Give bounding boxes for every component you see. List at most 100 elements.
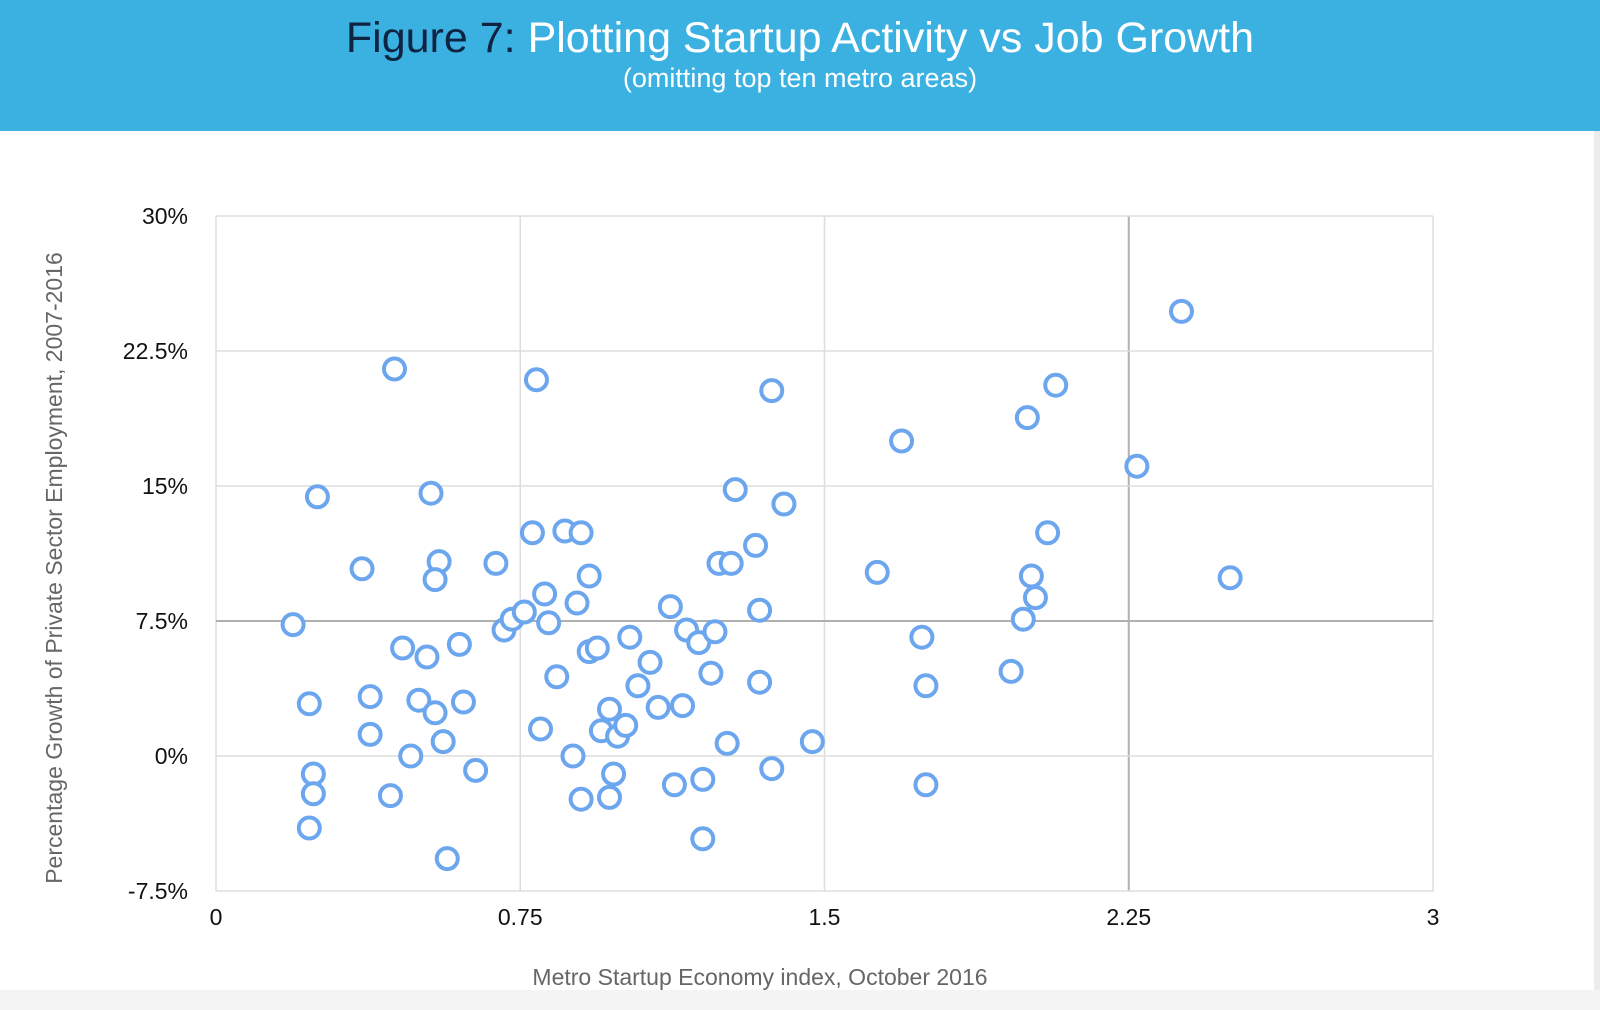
right-edge-shadow — [1594, 131, 1600, 1010]
y-tick-label: 22.5% — [123, 338, 188, 364]
data-point — [714, 730, 740, 756]
data-point — [889, 428, 915, 454]
bottom-band — [0, 990, 1600, 1010]
chart-subtitle: (omitting top ten metro areas) — [622, 63, 978, 93]
data-point — [434, 846, 460, 872]
data-point — [645, 694, 671, 720]
data-point — [398, 743, 424, 769]
data-point — [601, 761, 627, 787]
data-point — [661, 772, 687, 798]
y-tick-label: 30% — [142, 203, 188, 229]
data-point — [718, 550, 744, 576]
data-point — [1217, 565, 1243, 591]
data-point — [576, 563, 602, 589]
data-point — [377, 783, 403, 809]
data-point — [637, 649, 663, 675]
data-point — [625, 673, 651, 699]
data-point — [799, 729, 825, 755]
x-tick-label: 2.25 — [1106, 904, 1151, 930]
y-tick-label: 0% — [155, 743, 188, 769]
data-point — [418, 480, 444, 506]
x-tick-label: 3 — [1427, 904, 1440, 930]
data-point — [483, 550, 509, 576]
data-point — [670, 693, 696, 719]
data-point — [406, 687, 432, 713]
data-point — [300, 781, 326, 807]
y-tick-label: -7.5% — [128, 878, 188, 904]
header-banner: Figure 7: Plotting Startup Activity vs J… — [0, 0, 1600, 131]
data-point — [759, 378, 785, 404]
data-point — [690, 826, 716, 852]
data-point — [698, 660, 724, 686]
data-point — [414, 644, 440, 670]
x-axis-title: Metro Startup Economy index, October 201… — [532, 964, 987, 990]
data-point — [909, 624, 935, 650]
x-tick-label: 0 — [210, 904, 223, 930]
data-point — [544, 664, 570, 690]
data-point — [1043, 372, 1069, 398]
data-point — [913, 772, 939, 798]
data-point — [1168, 298, 1194, 324]
data-point — [532, 581, 558, 607]
data-points — [280, 298, 1243, 872]
data-point — [357, 721, 383, 747]
data-point — [657, 594, 683, 620]
data-point — [519, 520, 545, 546]
data-point — [568, 786, 594, 812]
data-point — [743, 532, 769, 558]
y-tick-label: 7.5% — [136, 608, 188, 634]
chart-title-text: Plotting Startup Activity vs Job Growth — [527, 14, 1255, 62]
data-point — [1022, 585, 1048, 611]
data-point — [747, 597, 773, 623]
data-point — [357, 684, 383, 710]
data-point — [450, 689, 476, 715]
data-point — [511, 599, 537, 625]
data-point — [584, 635, 610, 661]
x-tick-label: 0.75 — [498, 904, 543, 930]
data-point — [564, 590, 590, 616]
data-point — [568, 520, 594, 546]
data-point — [296, 815, 322, 841]
x-tick-label: 1.5 — [809, 904, 841, 930]
data-point — [528, 716, 554, 742]
data-point — [613, 712, 639, 738]
data-point — [280, 612, 306, 638]
data-point — [722, 477, 748, 503]
data-point — [446, 631, 472, 657]
data-point — [690, 766, 716, 792]
data-point — [913, 673, 939, 699]
data-point — [1124, 453, 1150, 479]
data-point — [864, 559, 890, 585]
data-point — [617, 624, 643, 650]
data-point — [1035, 520, 1061, 546]
data-point — [771, 491, 797, 517]
data-point — [998, 658, 1024, 684]
data-point — [430, 729, 456, 755]
y-axis-title: Percentage Growth of Private Sector Empl… — [41, 252, 67, 884]
data-point — [759, 756, 785, 782]
data-point — [702, 619, 728, 645]
data-point — [560, 743, 586, 769]
data-point — [1010, 606, 1036, 632]
data-point — [1014, 405, 1040, 431]
data-point — [1018, 563, 1044, 589]
data-point — [381, 356, 407, 382]
data-point — [596, 696, 622, 722]
data-point — [422, 700, 448, 726]
chart-title: Figure 7: Plotting Startup Activity vs J… — [0, 10, 1600, 66]
data-point — [349, 556, 375, 582]
axis-ticks: 0 0.75 1.5 2.25 3 30% 22.5% 15% 7.5% 0% -7.5% — [123, 203, 1440, 930]
data-point — [523, 367, 549, 393]
figure-number: Figure 7: — [345, 14, 516, 62]
y-tick-label: 15% — [142, 473, 188, 499]
data-point — [747, 669, 773, 695]
data-point — [304, 484, 330, 510]
data-point — [463, 757, 489, 783]
data-point — [390, 635, 416, 661]
data-point — [596, 784, 622, 810]
grid-lines — [215, 215, 1434, 892]
data-point — [422, 567, 448, 593]
data-point — [536, 610, 562, 636]
data-point — [296, 691, 322, 717]
